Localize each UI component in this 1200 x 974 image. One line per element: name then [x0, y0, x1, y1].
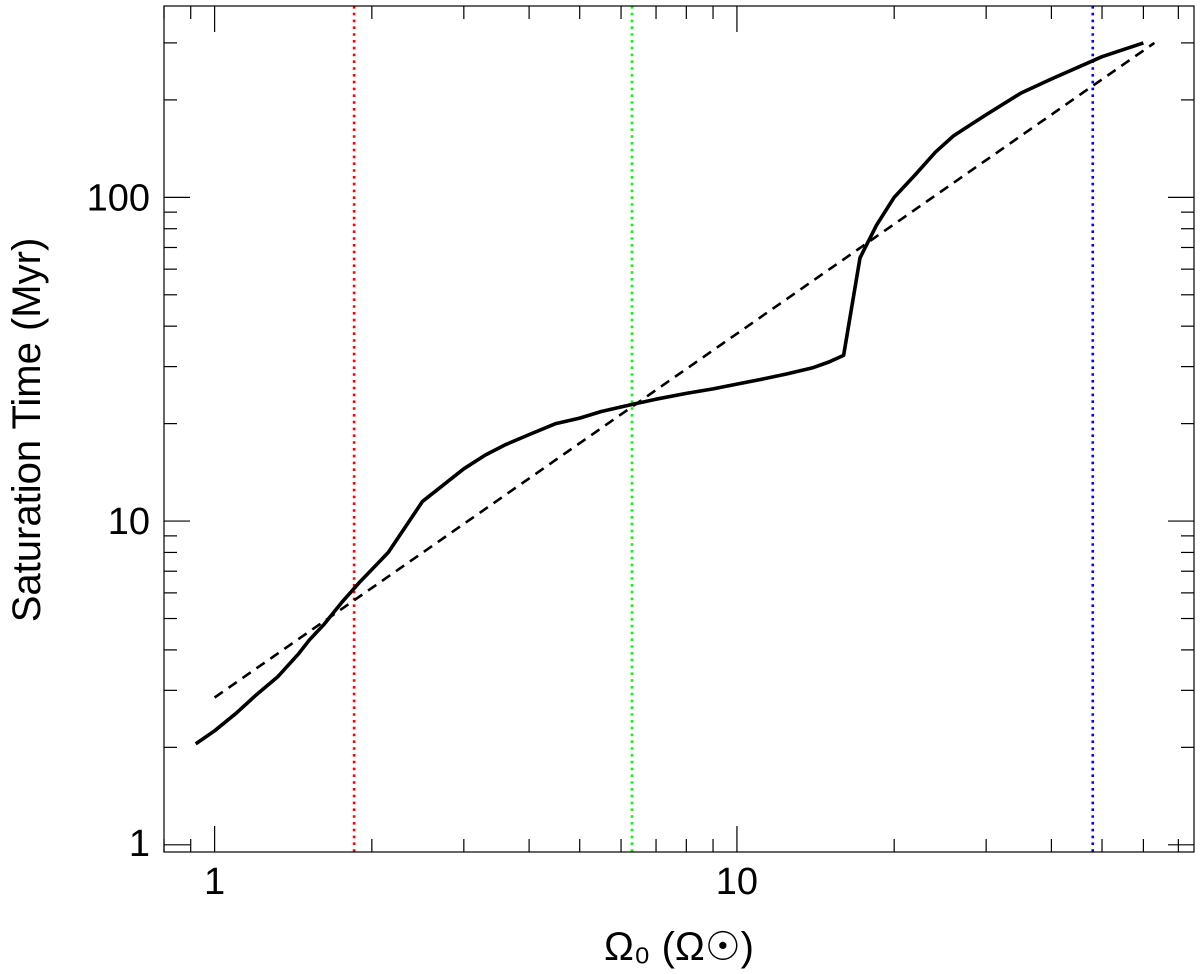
tick-labels: 1 10 1 10 100 — [87, 177, 758, 903]
x-axis-title: Ω₀ (Ω☉) — [604, 925, 754, 969]
axis-ticks — [163, 6, 1194, 852]
fit-line-series-2 — [213, 41, 1156, 699]
saturation-curve-series-1 — [194, 41, 1144, 746]
x-tick-label: 10 — [716, 861, 758, 903]
plot-area — [194, 6, 1156, 852]
y-tick-label: 10 — [108, 501, 150, 543]
x-tick-label: 1 — [204, 861, 225, 903]
plot-frame — [163, 5, 1195, 853]
y-tick-label: 1 — [129, 823, 150, 865]
y-tick-label: 100 — [87, 177, 150, 219]
y-axis-title: Saturation Time (Myr) — [5, 238, 49, 623]
